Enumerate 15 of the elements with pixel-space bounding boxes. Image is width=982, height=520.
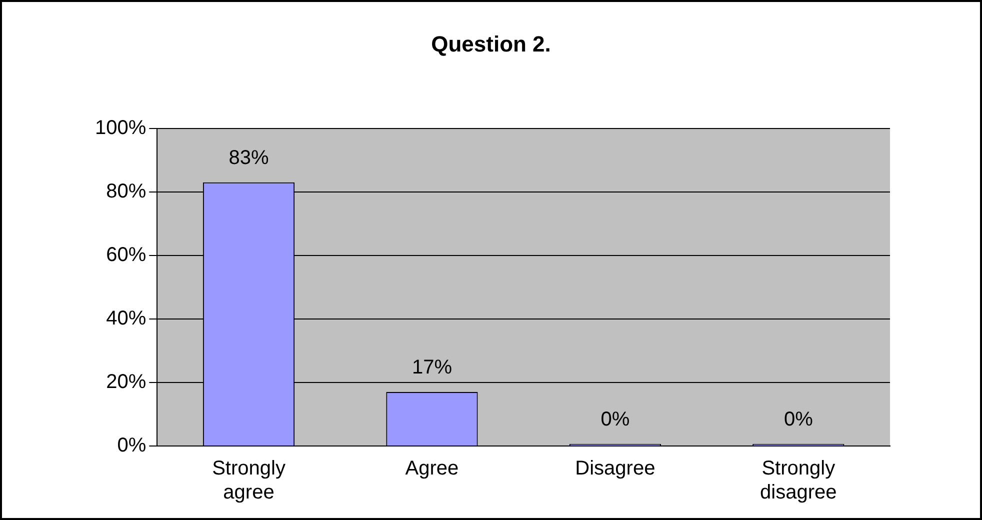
chart-title: Question 2.: [431, 31, 551, 56]
y-tick-label: 40%: [106, 307, 146, 330]
x-tick-label: Agree: [405, 458, 459, 480]
data-label: 0%: [600, 408, 630, 431]
y-tick-label: 100%: [94, 116, 146, 139]
y-tick-label: 0%: [117, 434, 146, 457]
y-tick-label: 60%: [106, 244, 146, 266]
data-label: 83%: [228, 146, 269, 169]
y-tick-label: 80%: [106, 180, 146, 202]
data-label: 17%: [412, 356, 452, 379]
x-tick-label: Disagree: [575, 458, 656, 480]
x-tick-label: Strongly agree: [212, 458, 286, 504]
x-tick-label: Strongly disagree: [760, 458, 837, 504]
data-label: 0%: [784, 408, 814, 431]
y-tick-label: 20%: [106, 370, 146, 393]
